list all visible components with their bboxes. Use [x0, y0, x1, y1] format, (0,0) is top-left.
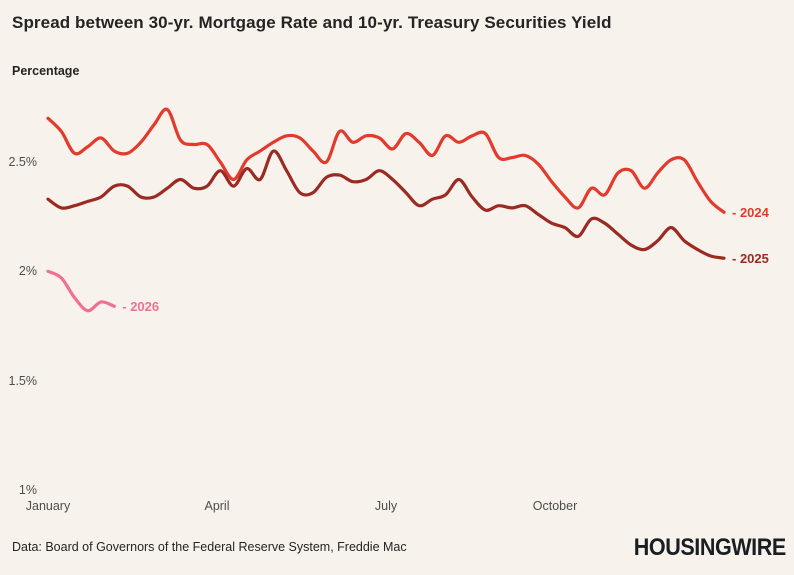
- series-label-2025: - 2025: [732, 250, 769, 266]
- x-tick-label-july: July: [374, 499, 398, 513]
- x-tick-label-april: April: [204, 499, 230, 513]
- line-2024: [46, 107, 726, 214]
- y-axis-title: Percentage: [12, 64, 80, 78]
- series-label-2026: - 2026: [122, 298, 160, 314]
- x-tick-label-january: January: [25, 499, 71, 513]
- line-2025: [46, 149, 726, 260]
- y-tick-label-2pct: 2%: [18, 264, 37, 279]
- chart-title: Spread between 30-yr. Mortgage Rate and …: [12, 13, 612, 32]
- y-tick-label-1.5pct: 1.5%: [8, 373, 38, 388]
- data-source: Data: Board of Governors of the Federal …: [12, 540, 407, 554]
- y-tick-label-2.5pct: 2.5%: [8, 155, 38, 169]
- y-tick-label-1pct: 1%: [18, 483, 37, 497]
- line-2026: [46, 269, 116, 313]
- housingwire-logo: HOUSINGWIRE: [633, 534, 787, 561]
- series-label-2024: - 2024: [732, 204, 769, 220]
- x-tick-label-october: October: [532, 499, 578, 513]
